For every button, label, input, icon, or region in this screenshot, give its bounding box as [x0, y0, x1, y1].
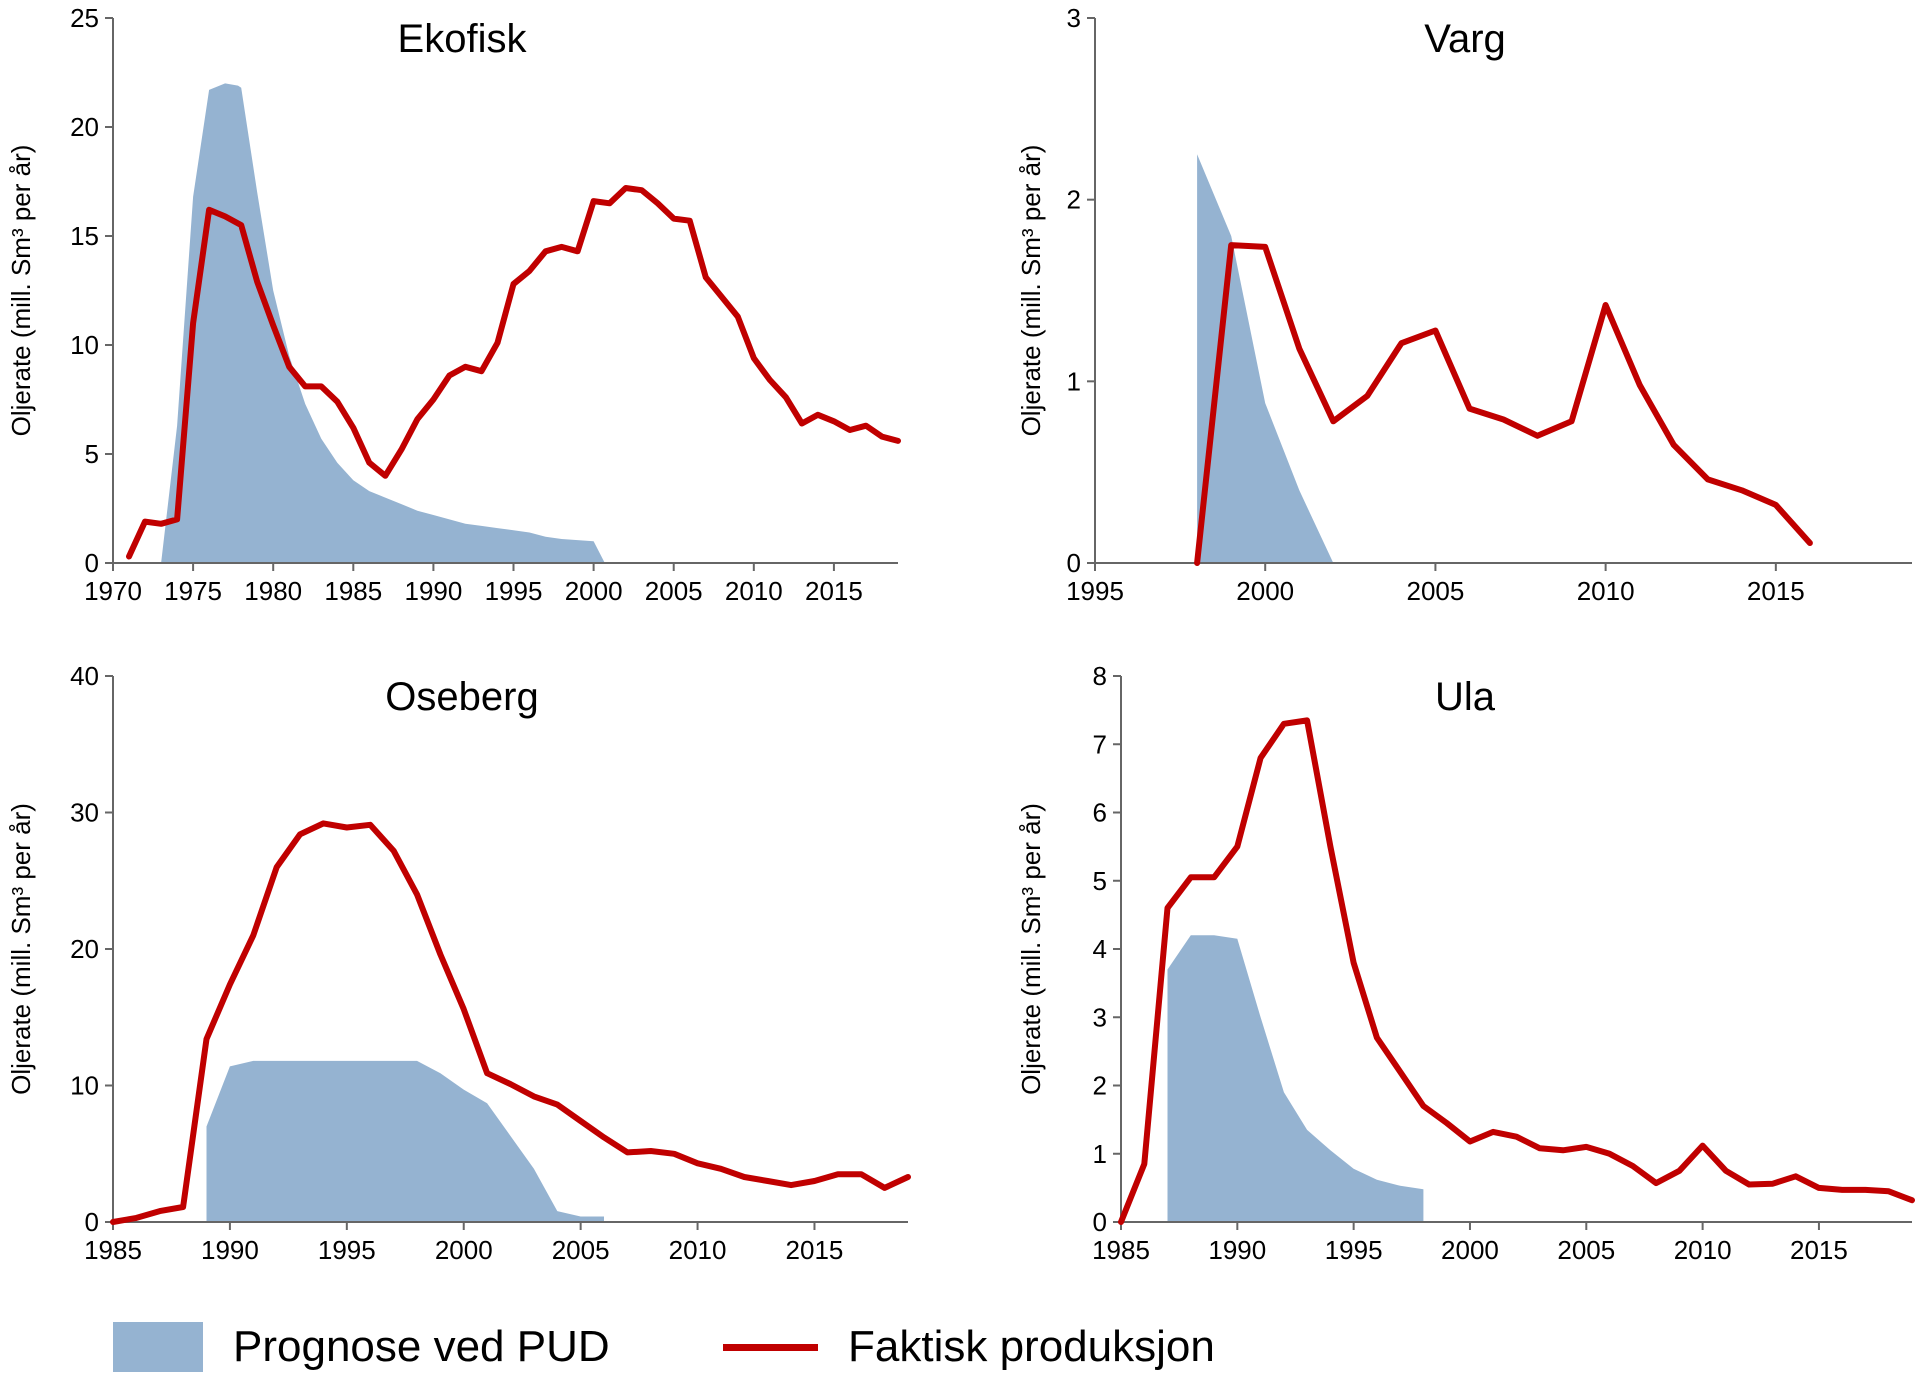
x-tick-label: 1985: [84, 1235, 142, 1265]
y-tick-label: 1: [1093, 1139, 1107, 1169]
chart-panel-2: 0 10 20 30 40 1985 1990 1995 2000 2005 2010 2015 Ose…: [6, 661, 911, 1265]
y-tick-label: 4: [1093, 934, 1107, 964]
legend-line-actual: [723, 1343, 818, 1351]
x-tick-label: 2010: [1577, 576, 1635, 606]
forecast-area: [1167, 935, 1424, 1222]
y-tick-label: 25: [70, 3, 99, 33]
x-tick-label: 1980: [244, 576, 302, 606]
legend-label-forecast: Prognose ved PUD: [233, 1322, 610, 1371]
x-tick-label: 1995: [318, 1235, 376, 1265]
actual-line: [126, 185, 901, 560]
y-tick-label: 1: [1067, 366, 1081, 396]
chart-title: Ula: [1435, 675, 1496, 719]
chart-title: Varg: [1424, 17, 1506, 61]
x-tick-label: 2015: [786, 1235, 844, 1265]
y-tick-label: 20: [70, 112, 99, 142]
y-tick-label: 5: [85, 439, 99, 469]
forecast-area: [206, 1060, 604, 1222]
x-tick-label: 2000: [435, 1235, 493, 1265]
x-tick-label: 2000: [1441, 1235, 1499, 1265]
forecast-area: [161, 83, 605, 564]
y-axis-label: Oljerate (mill. Sm³ per år): [6, 145, 36, 437]
legend-item-actual: Faktisk produksjon: [723, 1322, 1215, 1372]
y-tick-label: 3: [1067, 3, 1081, 33]
y-tick-label: 5: [1093, 866, 1107, 896]
y-axis-label: Oljerate (mill. Sm³ per år): [6, 803, 36, 1095]
x-tick-label: 1995: [1325, 1235, 1383, 1265]
y-tick-label: 0: [1067, 548, 1081, 578]
x-tick-label: 1995: [485, 576, 543, 606]
actual-line: [110, 820, 911, 1225]
y-tick-label: 7: [1093, 729, 1107, 759]
x-tick-label: 2015: [1747, 576, 1805, 606]
y-tick-label: 2: [1093, 1071, 1107, 1101]
x-tick-label: 1990: [201, 1235, 259, 1265]
x-tick-label: 1975: [164, 576, 222, 606]
y-tick-label: 6: [1093, 798, 1107, 828]
chart-title: Ekofisk: [398, 17, 528, 61]
legend-swatch-forecast: [113, 1322, 203, 1372]
x-tick-label: 2015: [1790, 1235, 1848, 1265]
chart-panel-3: 0 1 2 3 4 5 6 7 8 1985 1990 1995 2000 2005 2010 2015 Ula…: [1016, 661, 1915, 1265]
x-tick-label: 1995: [1066, 576, 1124, 606]
y-axis-label: Oljerate (mill. Sm³ per år): [1016, 803, 1046, 1095]
y-tick-label: 10: [70, 330, 99, 360]
x-tick-label: 2005: [552, 1235, 610, 1265]
x-tick-label: 2005: [645, 576, 703, 606]
x-tick-label: 2010: [725, 576, 783, 606]
x-tick-label: 2000: [1236, 576, 1294, 606]
actual-line: [1194, 242, 1813, 566]
y-tick-label: 0: [85, 1207, 99, 1237]
y-tick-label: 3: [1093, 1002, 1107, 1032]
y-tick-label: 8: [1093, 661, 1107, 691]
y-axis-label: Oljerate (mill. Sm³ per år): [1016, 145, 1046, 437]
chart-panel-0: 0 5 10 15 20 25 1970 1975 1980 1985 1990 1995 2000 20…: [6, 3, 901, 606]
y-tick-label: 30: [70, 798, 99, 828]
y-tick-label: 10: [70, 1071, 99, 1101]
x-tick-label: 1970: [84, 576, 142, 606]
x-tick-label: 1985: [324, 576, 382, 606]
actual-line: [1118, 717, 1915, 1225]
chart-panel-1: 0 1 2 3 1995 2000 2005 2010 2015 Varg Oljerate (mi…: [1016, 3, 1912, 606]
x-tick-label: 2000: [565, 576, 623, 606]
x-tick-label: 2015: [805, 576, 863, 606]
x-tick-label: 1990: [1208, 1235, 1266, 1265]
x-tick-label: 2010: [1674, 1235, 1732, 1265]
chart-title: Oseberg: [385, 675, 538, 719]
y-tick-label: 20: [70, 934, 99, 964]
x-tick-label: 1985: [1092, 1235, 1150, 1265]
x-tick-label: 2005: [1406, 576, 1464, 606]
x-tick-label: 2005: [1557, 1235, 1615, 1265]
y-tick-label: 2: [1067, 185, 1081, 215]
y-tick-label: 40: [70, 661, 99, 691]
y-tick-label: 0: [1093, 1207, 1107, 1237]
y-tick-label: 0: [85, 548, 99, 578]
legend-item-forecast: Prognose ved PUD: [113, 1322, 610, 1372]
x-tick-label: 2010: [669, 1235, 727, 1265]
y-tick-label: 15: [70, 221, 99, 251]
x-tick-label: 1990: [404, 576, 462, 606]
legend-label-actual: Faktisk produksjon: [848, 1322, 1215, 1371]
